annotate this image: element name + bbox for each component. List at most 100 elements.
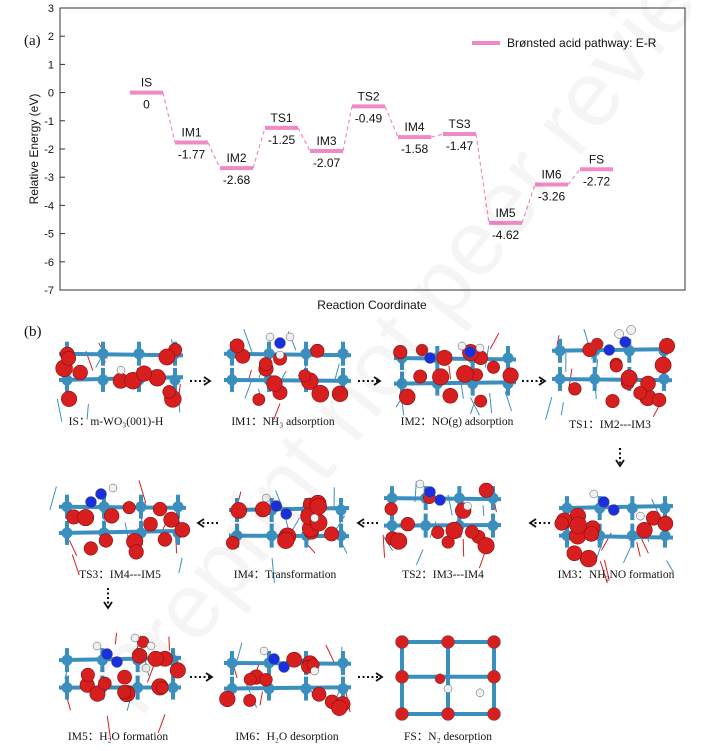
oxygen-atom — [435, 674, 445, 684]
state-name-label: IM1 — [181, 126, 201, 140]
oxygen-atom — [277, 532, 294, 549]
state-value-label: -1.77 — [178, 148, 206, 162]
bond — [623, 547, 630, 563]
nitrogen-atom — [96, 489, 107, 500]
state-name-label: IM4 — [404, 120, 424, 134]
step-arrow — [198, 519, 218, 527]
tungsten-atom — [338, 348, 349, 359]
oxygen-atom — [123, 501, 135, 513]
oxygen-atom — [144, 517, 158, 531]
tungsten-atom — [338, 374, 349, 385]
bond — [490, 393, 492, 413]
connector-line — [343, 106, 352, 151]
bond — [70, 541, 77, 556]
y-tick-label: 0 — [48, 88, 54, 100]
oxygen-atom — [175, 522, 190, 537]
state-value-label: -2.68 — [223, 173, 251, 187]
tungsten-atom — [555, 373, 566, 384]
oxygen-atom — [655, 357, 671, 373]
structure-caption: IM3：NH₂NO formation — [558, 569, 675, 581]
oxygen-atom — [432, 369, 448, 385]
structure-caption: IM6：H₂O desorption — [235, 731, 339, 743]
connector-line — [476, 134, 489, 223]
bond — [169, 636, 170, 650]
oxygen-atom — [153, 502, 167, 516]
structure-model — [383, 480, 501, 568]
state-value-label: -2.07 — [313, 156, 341, 170]
bond — [483, 505, 484, 516]
oxygen-atom — [399, 389, 415, 405]
w-bond — [394, 382, 516, 383]
bond — [179, 558, 182, 573]
bond — [158, 714, 165, 732]
oxygen-atom — [129, 545, 144, 560]
hydrogen-atom — [444, 685, 452, 693]
tungsten-atom — [62, 682, 73, 693]
oxygen-atom — [132, 648, 147, 663]
oxygen-atom — [390, 533, 406, 549]
nitrogen-atom — [269, 654, 280, 665]
panel-b-label: (b) — [24, 324, 42, 340]
tungsten-atom — [134, 348, 145, 359]
hydrogen-atom — [266, 333, 274, 341]
tungsten-atom — [173, 501, 184, 512]
oxygen-atom — [312, 385, 329, 402]
oxygen-atom — [567, 546, 582, 561]
tungsten-atom — [227, 374, 238, 385]
oxygen-atom — [148, 651, 163, 666]
oxygen-atom — [637, 522, 653, 538]
oxygen-atom — [442, 708, 455, 721]
hydrogen-atom — [416, 480, 424, 488]
tungsten-atom — [589, 373, 600, 384]
hydrogen-atom — [109, 484, 117, 492]
oxygen-atom — [446, 522, 463, 539]
structure-caption: IM5：H₂O formation — [68, 731, 168, 743]
tungsten-atom — [168, 682, 179, 693]
connector-line — [253, 128, 265, 168]
oxygen-atom — [621, 370, 637, 386]
hydrogen-atom — [262, 494, 270, 502]
structure-caption: FS：N₂ desorption — [404, 731, 492, 743]
structure-caption: IS：m-WO₃(001)-H — [69, 416, 164, 428]
step-arrow — [358, 377, 380, 385]
nitrogen-atom — [620, 337, 631, 348]
tungsten-atom — [387, 520, 398, 531]
connector-line — [568, 169, 580, 184]
oxygen-atom — [569, 383, 582, 396]
bond — [57, 399, 62, 422]
structure-model — [56, 339, 183, 421]
connector-line — [208, 143, 220, 169]
hydrogen-atom — [458, 342, 466, 350]
oxygen-atom — [437, 350, 452, 365]
tungsten-atom — [301, 348, 312, 359]
oxygen-atom — [332, 700, 347, 715]
hydrogen-atom — [636, 512, 644, 520]
tungsten-atom — [454, 493, 465, 504]
nitrogen-atom — [279, 662, 290, 673]
bond — [584, 329, 588, 344]
oxygen-atom — [267, 376, 283, 392]
hydrogen-atom — [311, 514, 319, 522]
tungsten-atom — [227, 658, 238, 669]
state-value-label: -0.49 — [355, 111, 383, 125]
oxygen-atom — [310, 498, 327, 515]
oxygen-atom — [324, 527, 338, 541]
structure-model — [50, 480, 190, 575]
tungsten-atom — [627, 503, 638, 514]
oxygen-atom — [332, 386, 348, 402]
y-tick-label: -5 — [44, 229, 54, 241]
structure-model — [59, 633, 186, 740]
tungsten-atom — [387, 493, 398, 504]
legend-label: Brønsted acid pathway: E-R — [507, 36, 657, 50]
y-tick-label: -7 — [44, 285, 54, 297]
oxygen-atom — [652, 393, 666, 407]
oxygen-atom — [456, 365, 473, 382]
state-value-label: -2.72 — [583, 174, 611, 188]
bond — [449, 366, 451, 380]
oxygen-atom — [432, 526, 444, 538]
oxygen-atom — [117, 685, 131, 699]
oxygen-atom — [591, 338, 603, 350]
oxygen-atom — [244, 673, 256, 685]
oxygen-atom — [442, 636, 455, 649]
